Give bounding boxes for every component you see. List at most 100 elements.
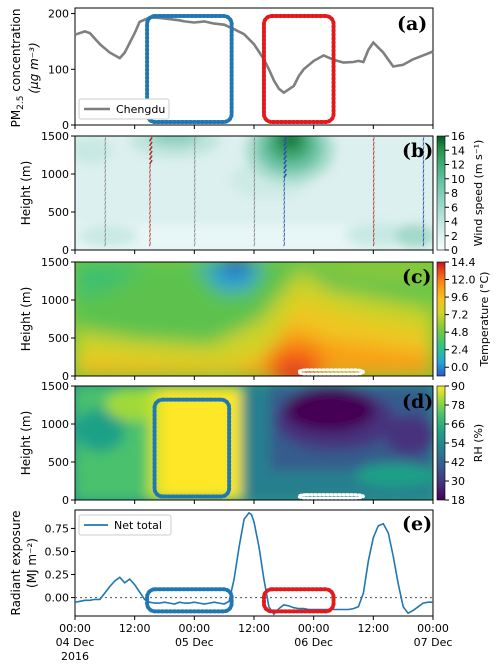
panel-b-cbtick-label: 16	[451, 130, 465, 143]
wind-barb	[149, 191, 151, 197]
wind-barb	[372, 164, 375, 169]
wind-barb	[253, 178, 256, 183]
wind-barb	[283, 205, 286, 210]
panel-d-ytick-label: 0	[62, 494, 69, 507]
panel-b-cbtick-label: 10	[451, 173, 465, 186]
wind-barb	[283, 159, 288, 165]
wind-barb	[372, 214, 375, 219]
wind-barb	[422, 201, 425, 206]
panel-d-cbtick-label: 66	[451, 418, 465, 431]
wind-barb	[193, 160, 196, 165]
panel-a-ytick-label: 100	[48, 63, 69, 76]
panel-d-ytick-label: 1500	[41, 380, 69, 393]
wind-barb	[149, 201, 151, 206]
wind-barb	[104, 164, 107, 169]
wind-barb	[422, 137, 425, 142]
pm25-line-chengdu	[74, 16, 434, 95]
panel-c-cbtick-label: 2.4	[451, 344, 469, 357]
panel-e-ytick-label: 0.50	[45, 545, 70, 558]
wind-barb	[193, 228, 196, 233]
wind-barb	[253, 191, 256, 197]
legend-label-chengdu: Chengdu	[116, 103, 165, 116]
panel-a-y-axis-unit: (μg m⁻³)	[27, 42, 41, 93]
rh-colorbar	[436, 385, 446, 501]
panel-d-cbtick-label: 78	[451, 399, 465, 412]
wind-barb	[253, 146, 256, 151]
x-tick-date: 04 Dec	[56, 636, 95, 649]
wind-barb	[372, 160, 375, 165]
wind-barb	[372, 219, 375, 224]
wind-barb	[422, 141, 425, 146]
wind-barb	[422, 210, 425, 215]
wind-barb	[422, 169, 425, 174]
legend-frame	[78, 98, 170, 120]
wind-barb	[422, 178, 425, 183]
wind-barb	[283, 141, 288, 147]
panel-a-box-0	[145, 14, 234, 124]
x-tick-time: 00:00	[59, 622, 91, 635]
wind-barb	[422, 196, 425, 201]
net-total-line	[74, 511, 433, 616]
temperature-field-contours	[75, 262, 433, 376]
panel-b-cbtick-label: 6	[451, 201, 458, 214]
wind-barb	[104, 237, 107, 242]
wind-barb	[104, 169, 107, 174]
panel-c-cbtick-label: 14.4	[451, 256, 476, 269]
wind-barb	[422, 173, 425, 178]
x-tick-date: 06 Dec	[294, 636, 333, 649]
panel-c-ytick-label: 1500	[41, 256, 69, 269]
wind-barb	[372, 178, 375, 183]
wind-barb	[148, 155, 153, 160]
wind-barb	[193, 237, 196, 242]
rh-colorbar-ticks: 18 30 42 54 66 78 90	[445, 380, 465, 507]
legend-frame	[78, 514, 172, 536]
wind-barb	[253, 228, 256, 233]
wind-barb	[372, 223, 375, 229]
panel-letter-b: (b)	[402, 140, 433, 162]
wind-barb	[422, 160, 425, 165]
x-tick-time: 12:00	[238, 622, 270, 635]
wind-barb	[149, 228, 151, 233]
wind-barb	[253, 160, 256, 165]
wind-barb	[149, 169, 151, 174]
panel-b-y-ticks: 0 500 1000 1500	[41, 130, 75, 257]
wind-barb	[283, 168, 288, 174]
wind-barb	[193, 164, 196, 169]
wind-barb	[104, 196, 107, 201]
wind-barb	[372, 196, 375, 201]
wind-barb	[253, 196, 256, 201]
wind-barb	[253, 137, 256, 142]
panel-c-ytick-label: 500	[48, 332, 69, 345]
panel-letter-d: (d)	[402, 391, 433, 413]
rh-colorbar-label: RH (%)	[472, 424, 485, 462]
wind-barb	[104, 232, 107, 238]
wind-barb	[422, 237, 425, 242]
panel-d-box-1	[297, 493, 365, 500]
wind-colorbar-label: Wind speed (m s⁻¹)	[472, 140, 485, 247]
wind-barb	[104, 182, 107, 188]
panel-a-highlight-boxes	[145, 14, 336, 124]
wind-barb	[372, 237, 375, 242]
wind-barb	[422, 232, 425, 238]
x-tick-date: 05 Dec	[175, 636, 214, 649]
wind-barb	[193, 214, 196, 219]
panel-a-y-axis-label: PM2.5 concentration	[9, 9, 26, 128]
panel-b-ytick-label: 1500	[41, 130, 69, 143]
wind-barb	[104, 146, 107, 151]
panel-e-legend: Net total	[78, 514, 172, 536]
wind-barb	[193, 155, 196, 160]
wind-barb	[148, 146, 153, 151]
wind-barb	[253, 141, 256, 146]
wind-barb	[253, 187, 256, 192]
wind-barb	[193, 173, 196, 178]
legend-label-net-total: Net total	[114, 519, 162, 532]
x-tick-time: 00:00	[178, 622, 210, 635]
panel-d-ytick-label: 1000	[41, 418, 69, 431]
wind-barb	[149, 242, 151, 247]
panel-letter-e: (e)	[402, 513, 432, 535]
panel-c-box-0	[297, 368, 365, 376]
wind-barb	[253, 214, 256, 219]
wind-barb	[149, 173, 151, 178]
panel-d-y-axis-label: Height (m)	[19, 411, 33, 476]
